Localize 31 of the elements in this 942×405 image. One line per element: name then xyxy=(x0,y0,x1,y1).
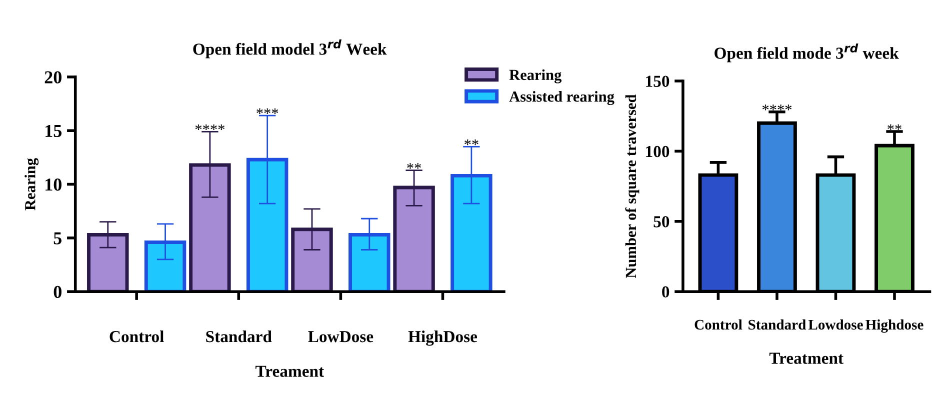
y-axis-title: Rearing xyxy=(24,158,39,210)
x-axis-title: Treament xyxy=(256,366,324,377)
chart-title: Open field model 3$^{rd}$ Week xyxy=(193,39,387,58)
y-tick-label: 5 xyxy=(54,232,62,244)
data-label: *** xyxy=(256,108,278,114)
chart-title: Open field mode 3$^{rd}$ week xyxy=(714,43,899,62)
y-tick-label: 150 xyxy=(646,76,670,87)
data-label: ** xyxy=(407,163,421,169)
data-label: ** xyxy=(464,139,478,146)
y-tick-label: 0 xyxy=(662,286,670,298)
x-tick-label: Standard xyxy=(748,319,806,330)
y-tick-label: 10 xyxy=(46,178,62,191)
x-tick-label: LowDose xyxy=(308,331,374,342)
y-tick-label: 100 xyxy=(646,146,670,158)
data-label: **** xyxy=(762,104,792,110)
legend-label: Assisted rearing xyxy=(509,91,614,106)
data-label: ** xyxy=(888,124,902,130)
x-tick-label: Control xyxy=(110,330,164,342)
y-tick-label: 0 xyxy=(54,286,62,298)
y-axis-title: Number of square traversed xyxy=(625,94,640,278)
x-tick-label: HighDose xyxy=(408,330,478,346)
y-tick-label: 15 xyxy=(46,124,62,138)
x-tick-label: Control xyxy=(694,319,742,330)
y-tick-label: 20 xyxy=(44,71,62,84)
x-axis-title: Treatment xyxy=(769,352,844,364)
x-tick-label: Standard xyxy=(206,330,272,342)
x-tick-label: Lowdose xyxy=(808,319,863,330)
y-tick-label: 50 xyxy=(654,216,670,228)
x-tick-label: Highdose xyxy=(866,319,924,333)
data-label: **** xyxy=(195,124,224,130)
legend-label: Rearing xyxy=(509,69,562,84)
